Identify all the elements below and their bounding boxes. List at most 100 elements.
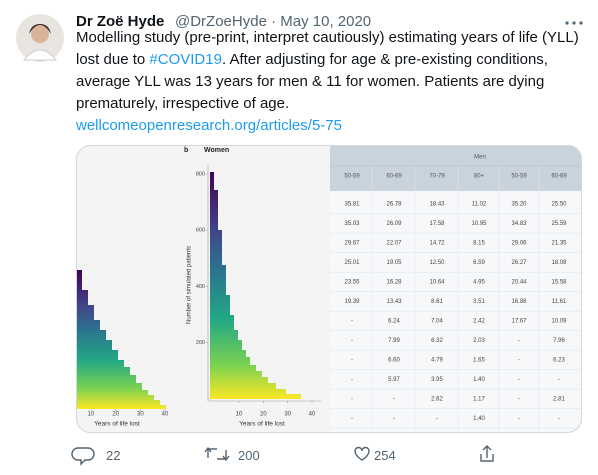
table-cell: - bbox=[351, 319, 353, 325]
table-cell: 10.64 bbox=[429, 280, 445, 286]
table-cell: 6.32 bbox=[431, 338, 443, 344]
reply-icon[interactable] bbox=[71, 447, 95, 466]
table-cell: - bbox=[351, 416, 353, 422]
table-cell: 8.61 bbox=[431, 299, 443, 305]
table-cell: - bbox=[351, 397, 353, 403]
table-cell: 4.79 bbox=[431, 358, 443, 364]
table-cell: 6.23 bbox=[553, 358, 565, 364]
column-header: 70-79 bbox=[429, 174, 445, 180]
column-header: 80+ bbox=[474, 174, 485, 180]
x-tick-label: 40 bbox=[162, 412, 169, 418]
share-icon[interactable] bbox=[480, 445, 494, 462]
table-cell: 2.62 bbox=[431, 397, 443, 403]
panel-label: b bbox=[184, 147, 188, 154]
table-group: Men bbox=[474, 155, 486, 161]
table-cell: - bbox=[518, 338, 520, 344]
table-cell: 11.61 bbox=[552, 299, 567, 305]
table-cell: 17.58 bbox=[429, 221, 445, 227]
x-tick-label: 30 bbox=[137, 412, 144, 418]
table-cell: 29.06 bbox=[511, 241, 527, 247]
table-cell: 13.43 bbox=[386, 299, 402, 305]
y-tick-label: 200 bbox=[196, 340, 205, 346]
x-tick-label: 10 bbox=[236, 412, 243, 418]
avatar[interactable] bbox=[14, 12, 74, 72]
author-name[interactable]: Dr Zoë Hyde bbox=[76, 13, 165, 30]
table-cell: 16.88 bbox=[511, 299, 527, 305]
reply-count: 22 bbox=[106, 448, 121, 463]
table-cell: 20.44 bbox=[511, 280, 527, 286]
table-cell: 11.02 bbox=[472, 202, 487, 208]
panel-title: Women bbox=[204, 147, 229, 154]
table-cell: - bbox=[351, 338, 353, 344]
table-cell: 19.39 bbox=[344, 299, 360, 305]
more-menu[interactable] bbox=[562, 18, 586, 28]
table-cell: 35.03 bbox=[344, 221, 360, 227]
text-line: lost due to #COVID19. After adjusting fo… bbox=[76, 49, 548, 71]
table-cell: 3.51 bbox=[473, 299, 485, 305]
table-cell: 25.01 bbox=[344, 260, 360, 266]
table-cell: 1.40 bbox=[473, 416, 485, 422]
like-icon[interactable] bbox=[354, 446, 370, 461]
column-header: 60-69 bbox=[386, 174, 402, 180]
table-cell: 15.58 bbox=[551, 280, 567, 286]
x-tick-label: 10 bbox=[88, 412, 95, 418]
table-cell: - bbox=[436, 416, 438, 422]
action-bar bbox=[71, 445, 494, 466]
table-cell: - bbox=[518, 377, 520, 383]
table-cell: 26.27 bbox=[511, 260, 527, 266]
y-axis-label: Number of simulated patients bbox=[187, 246, 193, 324]
table-cell: 35.81 bbox=[344, 202, 360, 208]
table-cell: 7.99 bbox=[388, 338, 400, 344]
table-cell: 2.03 bbox=[473, 338, 485, 344]
retweet-count: 200 bbox=[238, 448, 260, 463]
table-cell: 18.43 bbox=[429, 202, 445, 208]
x-tick-label: 20 bbox=[112, 412, 119, 418]
text-line: average YLL was 13 years for men & 11 fo… bbox=[76, 71, 544, 93]
table-cell: 3.95 bbox=[431, 377, 443, 383]
table-cell: 8.15 bbox=[473, 241, 485, 247]
retweet-icon[interactable] bbox=[204, 446, 230, 462]
y-tick-label: 400 bbox=[196, 284, 205, 290]
handle-date[interactable]: @DrZoeHyde · May 10, 2020 bbox=[175, 13, 372, 30]
text-span: Modelling study (pre-print, interpret ca… bbox=[76, 29, 579, 46]
table-cell: - bbox=[518, 416, 520, 422]
text-line: Modelling study (pre-print, interpret ca… bbox=[76, 27, 579, 49]
x-axis-label: Years of life lost bbox=[239, 421, 285, 428]
table-cell: 19.05 bbox=[386, 260, 402, 266]
link[interactable]: wellcomeopenresearch.org/articles/5-75 bbox=[76, 117, 342, 134]
table-cell: 2.42 bbox=[473, 319, 485, 325]
table-cell: 4.95 bbox=[473, 280, 485, 286]
table-cell: 10.95 bbox=[471, 221, 487, 227]
table-cell: - bbox=[351, 377, 353, 383]
x-tick-label: 40 bbox=[309, 412, 316, 418]
hashtag[interactable]: #COVID19 bbox=[149, 51, 222, 68]
table-cell: - bbox=[518, 358, 520, 364]
table-cell: 1.17 bbox=[473, 397, 485, 403]
table-cell: 18.08 bbox=[551, 260, 567, 266]
y-tick-label: 600 bbox=[196, 228, 205, 234]
text-line: prematurely, irrespective of age. bbox=[76, 93, 289, 115]
table-cell: 10.09 bbox=[551, 319, 567, 325]
table-cell: 1.65 bbox=[473, 358, 485, 364]
table-cell: 6.24 bbox=[388, 319, 400, 325]
table-cell: 29.67 bbox=[344, 241, 360, 247]
table-cell: - bbox=[393, 416, 395, 422]
table-cell: 21.35 bbox=[551, 241, 567, 247]
attached-image[interactable]: Men 50-59 60-69 70-79 80+ 50-59 60-69 35.81 26.7… bbox=[76, 145, 584, 435]
table-cell: 25.50 bbox=[551, 202, 567, 208]
column-header: 50-59 bbox=[511, 174, 527, 180]
table-cell: 12.50 bbox=[429, 260, 445, 266]
column-header: 50-59 bbox=[344, 174, 360, 180]
text-span: . After adjusting for age & pre-existing… bbox=[221, 51, 548, 68]
table-cell: 5.97 bbox=[388, 377, 400, 383]
table-cell: 16.28 bbox=[386, 280, 402, 286]
y-tick-label: 800 bbox=[196, 171, 205, 177]
text-span: average YLL was 13 years for men & 11 fo… bbox=[76, 73, 545, 90]
table-cell: - bbox=[351, 358, 353, 364]
table-cell: 6.59 bbox=[473, 260, 485, 266]
table-cell: 7.04 bbox=[431, 319, 443, 325]
text-span: lost due to bbox=[76, 51, 150, 68]
table-cell: 26.78 bbox=[386, 202, 402, 208]
table-cell: 17.67 bbox=[511, 319, 527, 325]
